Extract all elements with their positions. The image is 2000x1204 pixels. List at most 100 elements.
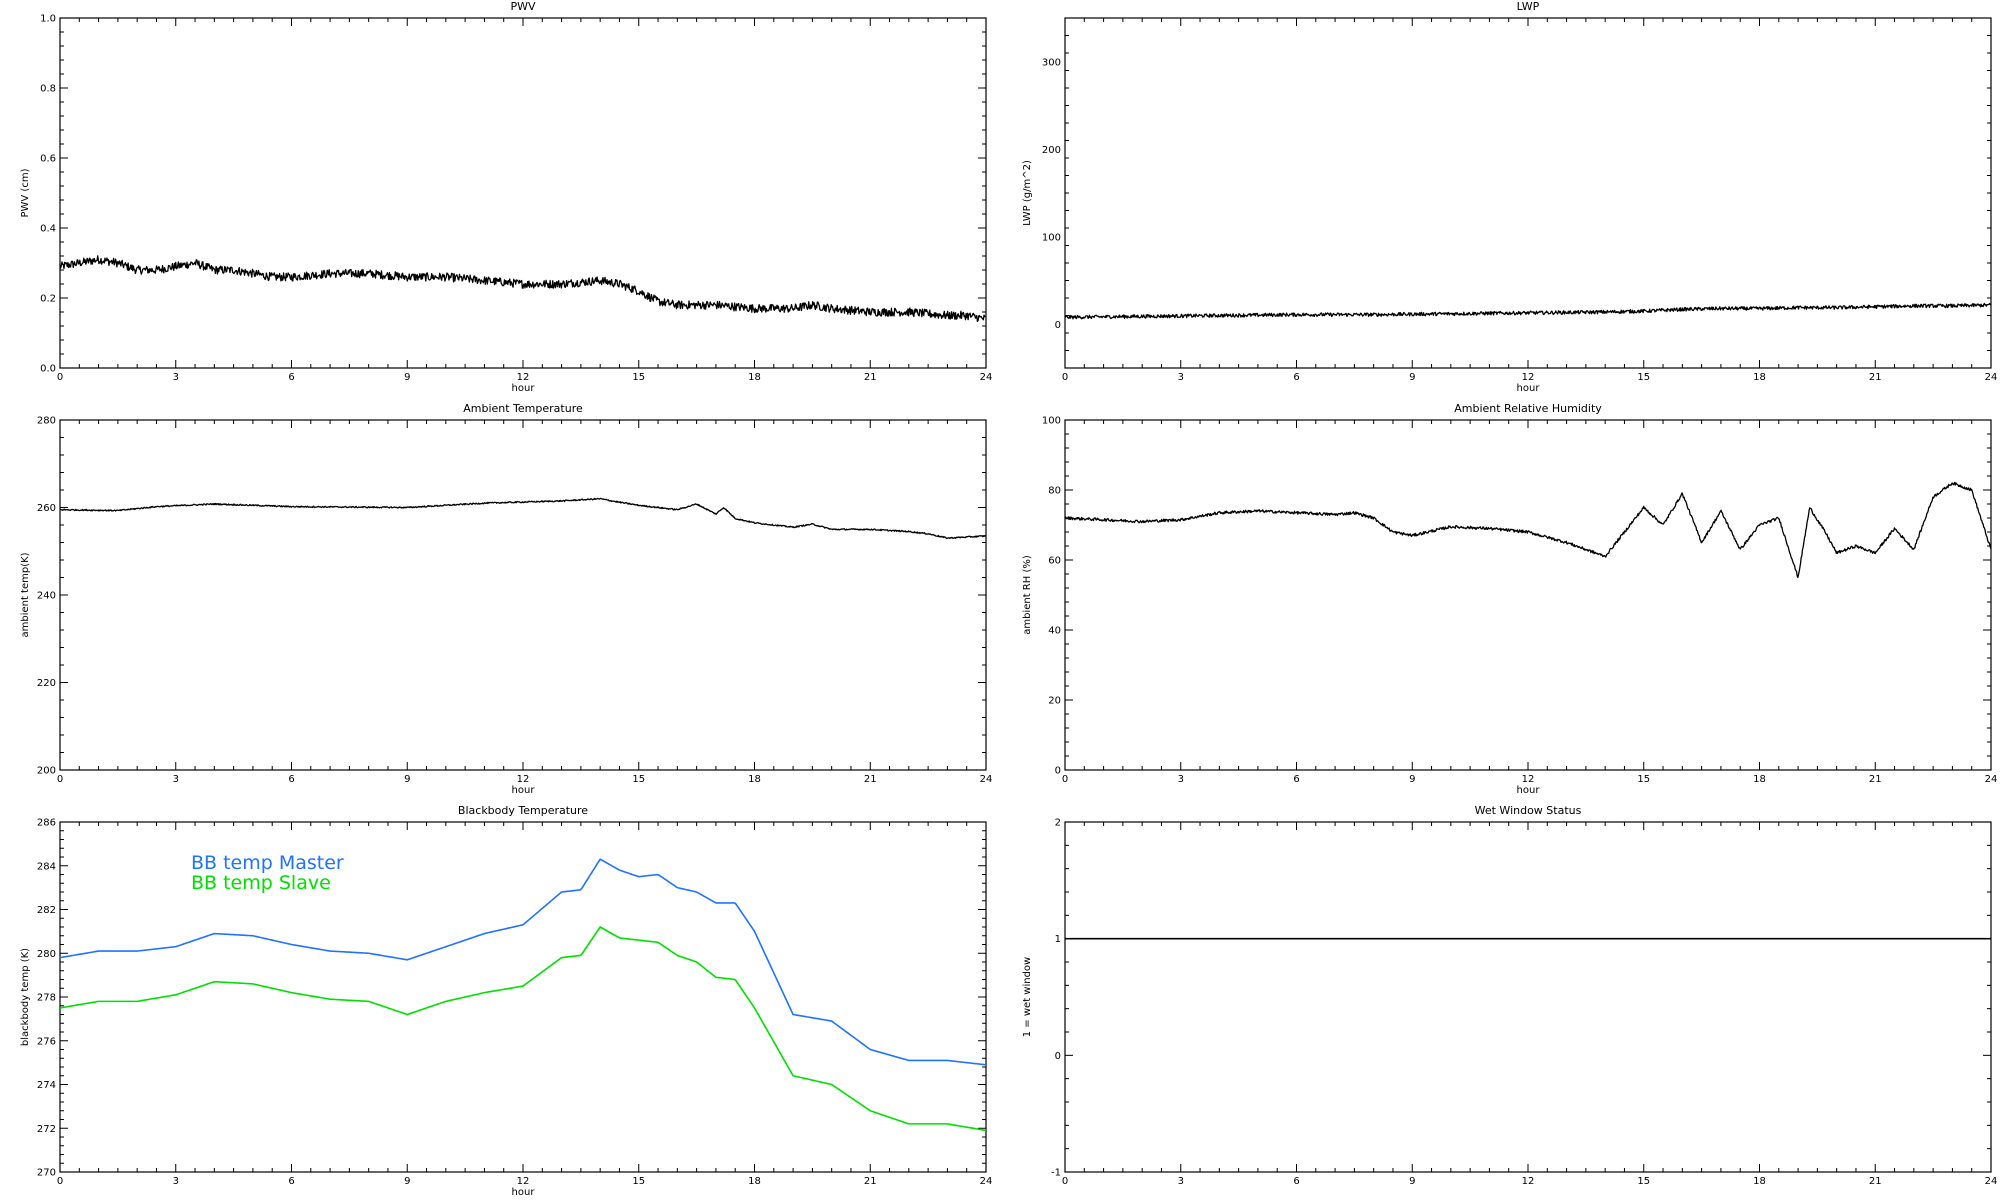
x-axis-label: hour: [1517, 785, 1541, 796]
x-tick-label: 12: [517, 1176, 530, 1187]
chart-title: Blackbody Temperature: [458, 804, 588, 817]
y-tick-label: 0.6: [40, 154, 56, 165]
x-tick-label: 6: [288, 372, 294, 383]
x-tick-label: 15: [1637, 774, 1650, 785]
x-axis-label: hour: [512, 785, 536, 796]
y-tick-label: 278: [37, 993, 56, 1004]
x-tick-label: 3: [1178, 372, 1184, 383]
plot-frame: [59, 419, 987, 771]
y-tick-label: 0.8: [40, 84, 56, 95]
x-tick-label: 21: [1869, 774, 1882, 785]
y-axis-label: ambient RH (%): [1022, 555, 1033, 635]
y-tick-label: 60: [1048, 556, 1061, 567]
x-tick-label: 15: [1637, 372, 1650, 383]
y-tick-label: 0.2: [40, 294, 56, 305]
chart-pwv: PWV 0 3 6 9 12 15 18 21 24 0.0 0.2 0.4 0.6 0.8 1.0 hour P…: [20, 0, 992, 394]
x-tick-label: 12: [1522, 372, 1535, 383]
y-tick-label: 282: [37, 905, 56, 916]
x-tick-label: 3: [1178, 1176, 1184, 1187]
x-tick-label: 18: [1753, 774, 1766, 785]
series-line: [59, 497, 987, 540]
x-tick-label: 18: [748, 1176, 761, 1187]
chart-title: LWP: [1517, 0, 1540, 13]
y-tick-label: -1: [1051, 1168, 1061, 1179]
plot-frame: [1064, 419, 1992, 771]
y-tick-label: 284: [37, 861, 56, 872]
chart-title: Ambient Relative Humidity: [1454, 402, 1602, 415]
y-tick-label: 220: [37, 678, 56, 689]
y-tick-label: 100: [1042, 416, 1061, 427]
x-tick-label: 6: [1293, 774, 1299, 785]
y-tick-label: 0.4: [40, 224, 56, 235]
x-tick-label: 0: [57, 774, 63, 785]
y-tick-label: 0: [1055, 320, 1061, 331]
chart-bb-temp: Blackbody Temperature 0 3 6 9 12 15 18 21 24 270 27…: [20, 804, 992, 1198]
y-tick-label: 280: [37, 416, 56, 427]
x-axis-label: hour: [1517, 383, 1541, 394]
x-tick-label: 3: [173, 774, 179, 785]
x-tick-label: 15: [632, 372, 645, 383]
x-tick-label: 6: [1293, 1176, 1299, 1187]
y-tick-label: 0.0: [40, 364, 56, 375]
y-axis-label: 1 = wet window: [1022, 957, 1033, 1037]
x-tick-label: 9: [1409, 1176, 1415, 1187]
x-tick-label: 12: [517, 372, 530, 383]
x-tick-label: 21: [1869, 372, 1882, 383]
y-tick-label: 280: [37, 949, 56, 960]
y-tick-label: 286: [37, 818, 56, 829]
y-tick-label: 0: [1055, 1051, 1061, 1062]
x-tick-label: 24: [1985, 372, 1998, 383]
x-tick-label: 21: [864, 774, 877, 785]
chart-title: Wet Window Status: [1475, 804, 1582, 817]
y-tick-label: 272: [37, 1124, 56, 1135]
x-tick-label: 3: [173, 372, 179, 383]
x-tick-label: 9: [404, 372, 410, 383]
y-axis-label: ambient temp(K): [20, 552, 31, 637]
x-tick-label: 9: [1409, 372, 1415, 383]
legend-entry: BB temp Slave: [191, 872, 331, 894]
y-tick-label: 260: [37, 503, 56, 514]
y-axis-label: blackbody temp (K): [20, 948, 31, 1046]
x-tick-label: 3: [173, 1176, 179, 1187]
y-tick-label: 270: [37, 1168, 56, 1179]
y-axis-label: LWP (g/m^2): [1022, 160, 1033, 226]
x-tick-label: 18: [748, 774, 761, 785]
y-tick-label: 1: [1055, 934, 1061, 945]
x-tick-label: 6: [1293, 372, 1299, 383]
x-tick-label: 24: [1985, 1176, 1998, 1187]
x-axis-label: hour: [512, 383, 536, 394]
series-line: [1064, 481, 1992, 579]
x-tick-label: 12: [1522, 774, 1535, 785]
chart-title: Ambient Temperature: [463, 402, 583, 415]
y-tick-label: 20: [1048, 696, 1061, 707]
x-tick-label: 3: [1178, 774, 1184, 785]
x-tick-label: 15: [632, 774, 645, 785]
chart-title: PWV: [510, 0, 536, 13]
x-tick-label: 18: [748, 372, 761, 383]
x-tick-label: 0: [1062, 774, 1068, 785]
y-tick-label: 300: [1042, 57, 1061, 68]
x-tick-label: 0: [1062, 1176, 1068, 1187]
x-tick-label: 24: [980, 1176, 993, 1187]
x-tick-label: 0: [57, 372, 63, 383]
x-tick-label: 6: [288, 1176, 294, 1187]
x-tick-label: 21: [864, 1176, 877, 1187]
y-tick-label: 2: [1055, 818, 1061, 829]
x-tick-label: 24: [980, 774, 993, 785]
y-tick-label: 80: [1048, 486, 1061, 497]
x-tick-label: 12: [1522, 1176, 1535, 1187]
series-line: [1064, 302, 1992, 320]
x-axis-label: hour: [512, 1187, 536, 1198]
x-tick-label: 18: [1753, 372, 1766, 383]
series-line-bb-temp-master: [59, 858, 987, 1066]
x-tick-label: 9: [404, 1176, 410, 1187]
y-axis-label: PWV (cm): [20, 168, 31, 217]
x-tick-label: 6: [288, 774, 294, 785]
y-tick-label: 100: [1042, 232, 1061, 243]
x-tick-label: 24: [980, 372, 993, 383]
x-tick-label: 15: [1637, 1176, 1650, 1187]
series-line-bb-temp-slave: [59, 926, 987, 1132]
